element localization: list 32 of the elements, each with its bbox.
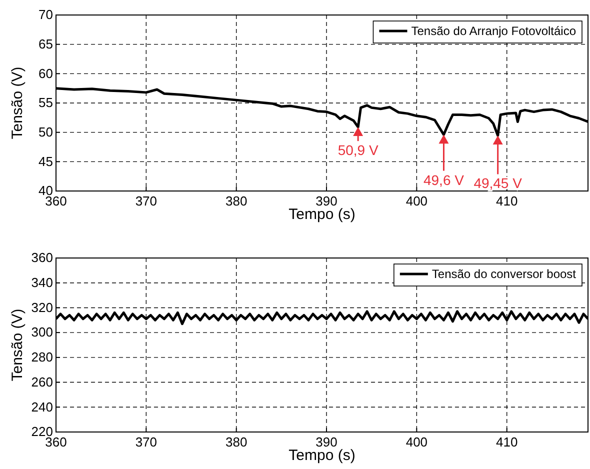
legend-label: Tensão do Arranjo Fotovoltáico xyxy=(411,24,576,38)
x-tick-label: 370 xyxy=(135,434,158,450)
annotation: 49,45 V xyxy=(474,175,523,192)
x-axis-title: Tempo (s) xyxy=(288,206,356,223)
y-tick-label: 50 xyxy=(38,124,53,140)
y-tick-label: 240 xyxy=(31,399,53,414)
y-tick-label: 70 xyxy=(38,7,53,22)
x-tick-label: 410 xyxy=(496,194,518,209)
y-tick-label: 45 xyxy=(38,154,53,169)
x-tick-label: 380 xyxy=(225,434,248,450)
y-tick-label: 280 xyxy=(31,350,53,365)
x-tick-label: 390 xyxy=(316,194,338,209)
x-tick-label: 400 xyxy=(406,194,428,209)
y-tick-label: 300 xyxy=(31,324,53,340)
y-tick-label: 260 xyxy=(31,374,53,390)
annotation: 49,6 V xyxy=(423,172,465,188)
x-tick-label: 400 xyxy=(406,434,428,450)
annotation: 50,9 V xyxy=(338,142,379,158)
x-tick-label: 380 xyxy=(225,194,248,209)
y-tick-label: 65 xyxy=(38,36,53,52)
y-tick-label: 360 xyxy=(31,250,53,266)
y-axis-title: Tensão (V) xyxy=(9,308,26,382)
x-tick-label: 370 xyxy=(135,194,158,209)
y-tick-label: 60 xyxy=(38,66,53,81)
y-tick-label: 55 xyxy=(38,95,53,110)
y-tick-label: 340 xyxy=(31,275,53,290)
x-tick-label: 390 xyxy=(316,434,338,450)
x-tick-label: 410 xyxy=(496,434,518,450)
y-axis-title: Tensão (V) xyxy=(9,66,26,140)
legend-label: Tensão do conversor boost xyxy=(432,267,577,281)
x-axis-title: Tempo (s) xyxy=(288,447,356,464)
y-tick-label: 320 xyxy=(31,300,53,315)
